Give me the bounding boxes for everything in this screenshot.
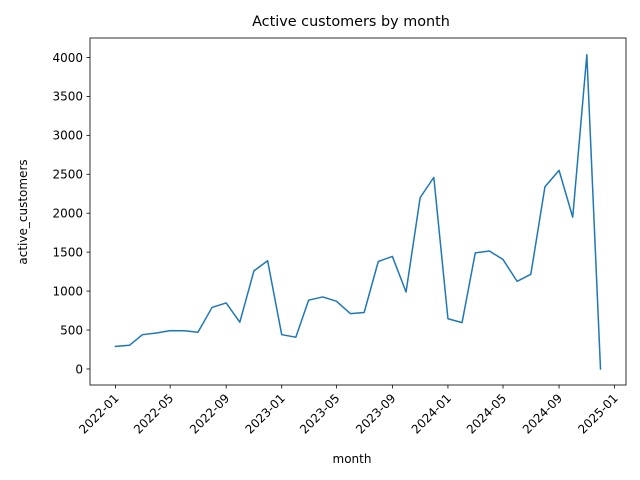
y-tick-label: 500 [60,323,83,337]
x-axis-label: month [333,452,372,466]
y-tick-label: 3000 [52,129,83,143]
y-tick-label: 1000 [52,284,83,298]
series-line [114,53,602,370]
y-tick-label: 2000 [52,207,83,221]
y-tick-label: 4000 [52,51,83,65]
y-tick-label: 2500 [52,168,83,182]
axes-frame [89,37,627,386]
y-tick-label: 1500 [52,245,83,259]
plot-area [114,53,602,370]
y-axis-label: active_customers [16,159,30,264]
chart-title: Active customers by month [252,14,450,30]
y-tick-label: 0 [75,362,83,376]
y-tick-label: 3500 [52,90,83,104]
